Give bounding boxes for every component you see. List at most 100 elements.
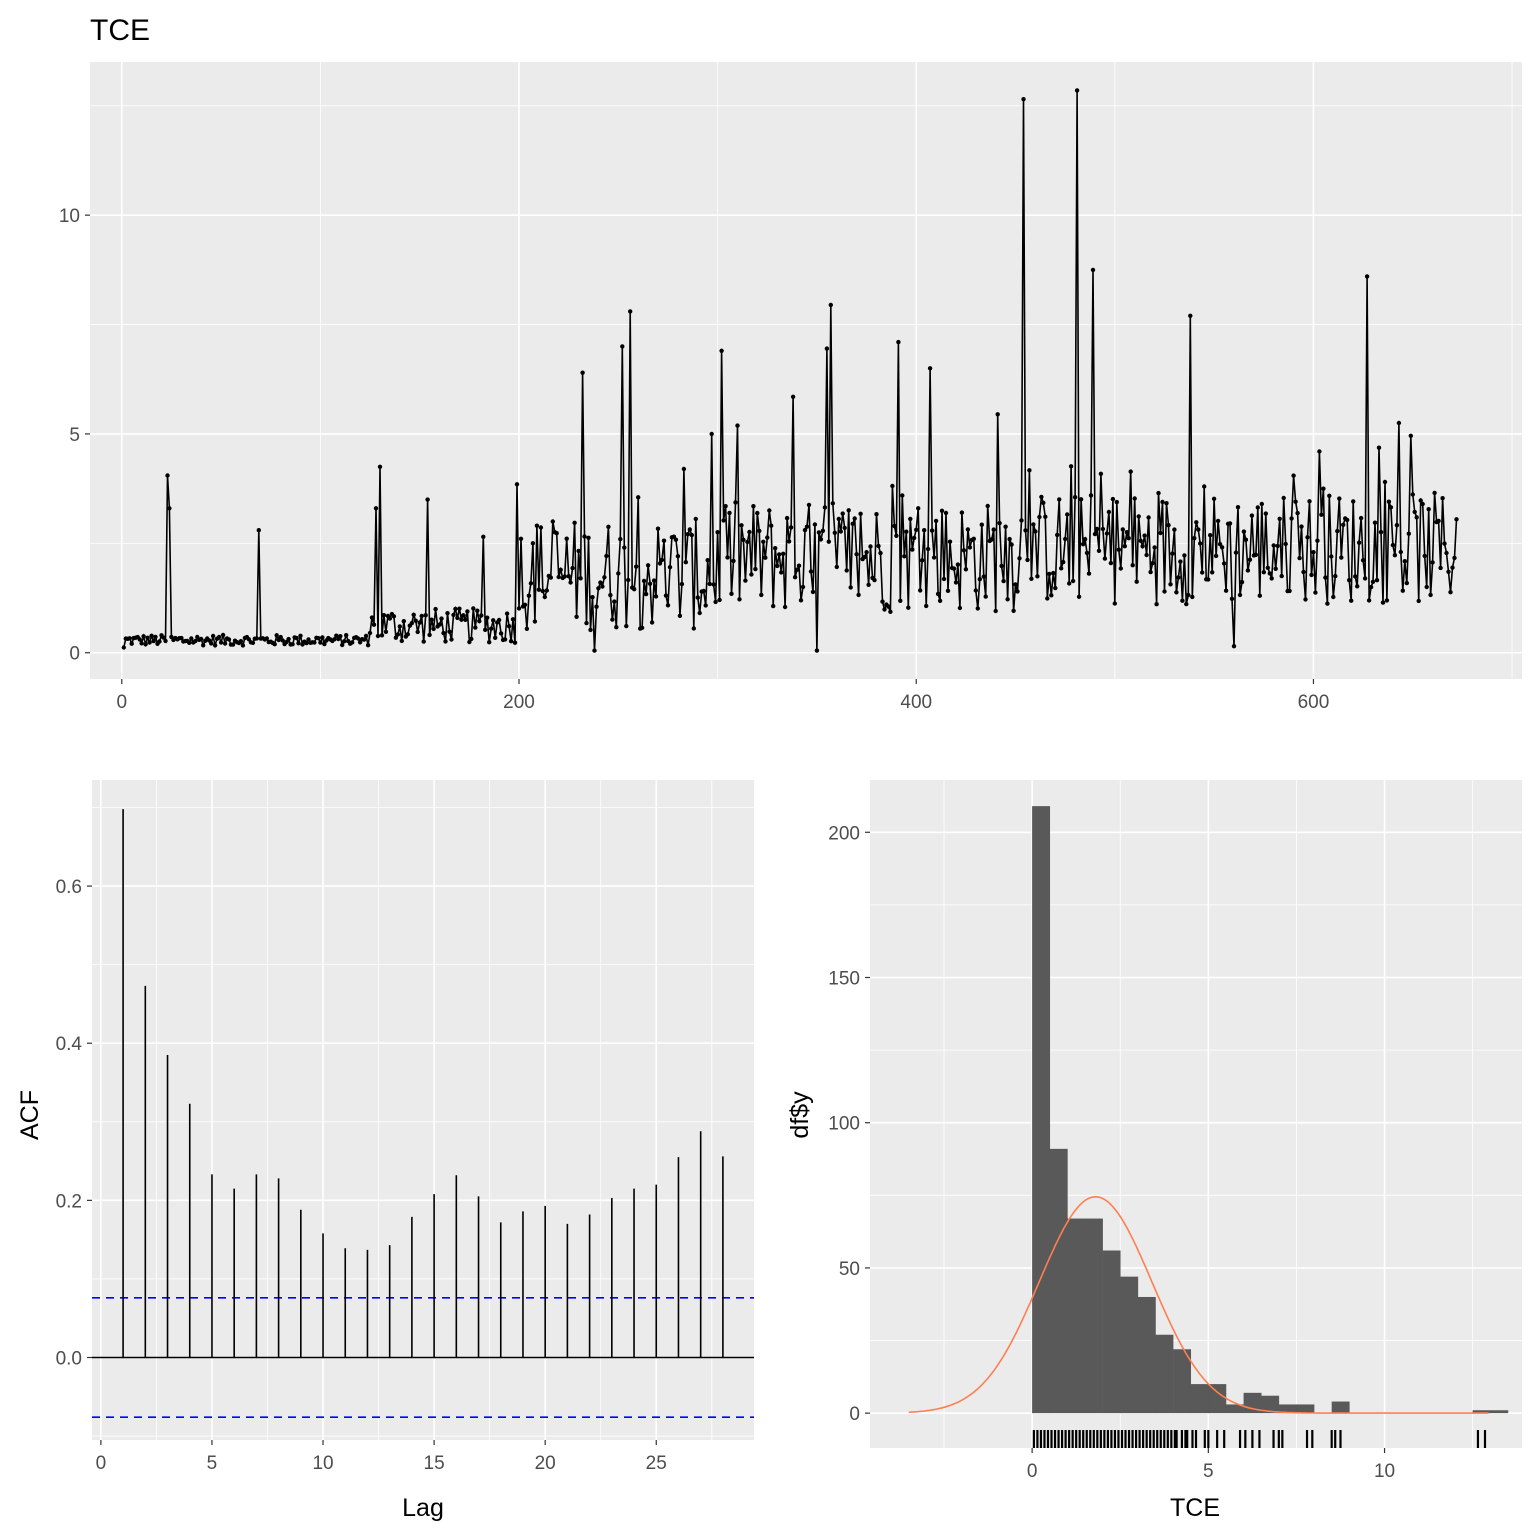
- data-point: [743, 578, 748, 583]
- data-point: [755, 510, 760, 516]
- data-point: [1172, 527, 1177, 532]
- data-point: [1291, 473, 1296, 478]
- data-point: [441, 630, 446, 636]
- data-point: [1061, 559, 1066, 565]
- data-point: [320, 635, 325, 640]
- data-point: [1293, 499, 1298, 504]
- data-point: [731, 558, 736, 564]
- data-point: [667, 565, 673, 570]
- data-point: [1041, 500, 1046, 505]
- x-tick-label: 0: [96, 1453, 107, 1474]
- data-point: [566, 574, 571, 579]
- data-point: [318, 640, 323, 645]
- histogram-panel: [870, 780, 1522, 1448]
- data-point: [1355, 584, 1360, 589]
- data-point: [151, 638, 156, 644]
- data-point: [1356, 540, 1362, 545]
- data-point: [1231, 644, 1237, 649]
- data-point: [429, 617, 434, 622]
- data-point: [502, 637, 508, 642]
- data-point: [1213, 553, 1219, 559]
- data-point: [1345, 517, 1350, 523]
- data-point: [1037, 514, 1042, 520]
- data-point: [522, 602, 528, 607]
- data-point: [1382, 479, 1388, 485]
- data-point: [693, 516, 698, 522]
- data-point: [1386, 499, 1392, 504]
- data-point: [880, 599, 885, 604]
- data-point: [230, 642, 236, 647]
- data-point: [395, 632, 401, 637]
- x-tick-label: 0: [1027, 1461, 1038, 1482]
- time-series-axes: 0 200 400 600 0 5 10: [59, 206, 1329, 713]
- data-point: [498, 631, 504, 636]
- data-point: [294, 635, 299, 641]
- histogram-y-axis-title: df$y: [786, 1091, 814, 1139]
- data-point: [947, 539, 953, 544]
- data-point: [721, 518, 726, 523]
- data-point: [1078, 497, 1084, 502]
- data-point: [145, 635, 150, 640]
- time-series-plot: 0 200 400 600 0 5 10: [59, 62, 1522, 713]
- data-point: [846, 508, 851, 513]
- data-point: [240, 643, 246, 648]
- data-point: [951, 566, 957, 571]
- data-point: [618, 536, 623, 542]
- data-point: [1408, 433, 1414, 438]
- data-point: [681, 466, 687, 472]
- data-point: [1070, 578, 1076, 584]
- data-point: [763, 555, 768, 560]
- data-point: [1180, 598, 1185, 603]
- data-point: [461, 613, 466, 618]
- data-point: [189, 636, 194, 641]
- data-point: [614, 625, 619, 630]
- data-point: [216, 634, 222, 640]
- data-point: [167, 506, 172, 511]
- data-point: [1351, 499, 1356, 504]
- data-point: [1196, 527, 1201, 532]
- data-point: [602, 575, 607, 580]
- data-point: [912, 535, 917, 541]
- data-point: [886, 604, 891, 609]
- data-point: [1184, 601, 1189, 607]
- data-point: [596, 586, 601, 591]
- y-tick-label: 0.2: [56, 1191, 82, 1212]
- data-point: [574, 614, 579, 619]
- data-point: [153, 634, 158, 640]
- data-point: [121, 645, 127, 650]
- data-point: [1035, 574, 1040, 579]
- data-point: [981, 574, 986, 579]
- data-point: [717, 597, 722, 603]
- data-point: [1331, 594, 1336, 600]
- data-point: [1277, 516, 1282, 521]
- data-point: [707, 581, 712, 587]
- data-point: [558, 567, 563, 572]
- data-point: [1160, 499, 1165, 505]
- data-point: [725, 555, 730, 560]
- data-point: [1299, 524, 1304, 529]
- data-point: [784, 515, 790, 521]
- data-point: [979, 522, 984, 527]
- data-point: [491, 618, 496, 623]
- data-point: [475, 608, 480, 613]
- data-point: [1158, 530, 1163, 536]
- data-point: [705, 558, 710, 563]
- data-point: [1392, 553, 1398, 558]
- data-point: [1059, 566, 1064, 571]
- data-point: [894, 533, 899, 538]
- data-point: [645, 563, 651, 568]
- data-point: [548, 575, 553, 580]
- data-point: [455, 615, 460, 621]
- data-point: [796, 563, 802, 568]
- data-point: [340, 642, 345, 648]
- data-point: [1152, 545, 1157, 550]
- data-point: [139, 641, 144, 646]
- data-point: [496, 617, 502, 623]
- data-point: [985, 503, 990, 509]
- data-point: [769, 523, 774, 528]
- data-point: [1068, 464, 1074, 469]
- histogram-bar: [1296, 1404, 1315, 1414]
- data-point: [677, 613, 683, 618]
- data-point: [794, 567, 800, 572]
